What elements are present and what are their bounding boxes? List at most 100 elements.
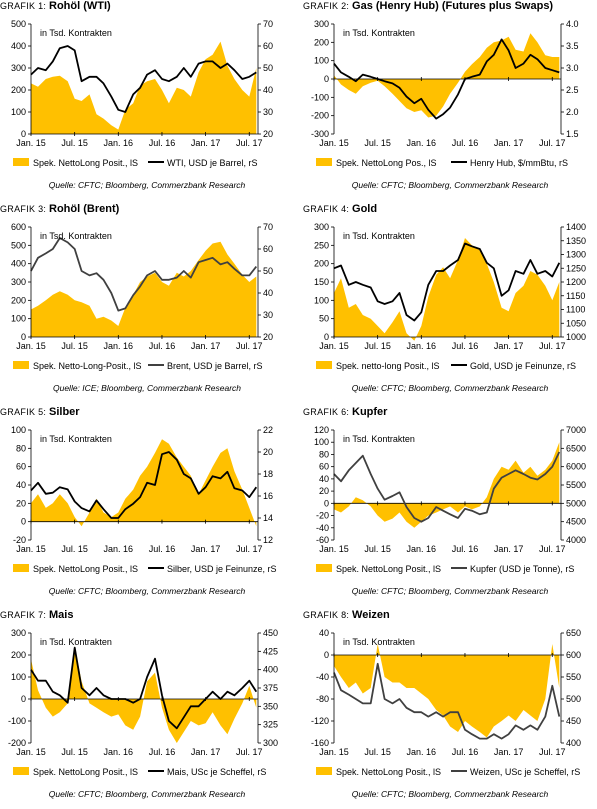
legend-area-swatch: [316, 361, 332, 369]
chart-source: Quelle: CFTC; Bloomberg, Commerzbank Res…: [351, 180, 549, 190]
left-tick-label: -100: [311, 92, 329, 102]
right-tick-label: 1400: [566, 222, 586, 232]
left-tick-label: 0: [21, 332, 26, 342]
left-tick-label: 250: [314, 240, 329, 250]
chart-title-name: Gas (Henry Hub) (Futures plus Swaps): [352, 0, 554, 12]
x-tick-label: Jan. 15: [319, 747, 349, 757]
chart-source: Quelle: CFTC; Bloomberg, Commerzbank Res…: [48, 586, 246, 596]
legend-area-label: Spek. NettoLong Posit., lS: [33, 767, 138, 777]
left-tick-label: 100: [11, 314, 26, 324]
legend-area-swatch: [13, 361, 29, 369]
chart-source: Quelle: CFTC; Bloomberg, Commerzbank Res…: [48, 789, 246, 799]
left-tick-label: 500: [11, 19, 26, 29]
x-tick-label: Jul. 15: [61, 341, 88, 351]
left-tick-label: 60: [319, 462, 329, 472]
left-tick-label: 0: [21, 129, 26, 139]
left-tick-label: -20: [316, 511, 329, 521]
left-tick-label: 300: [314, 222, 329, 232]
left-tick-label: 40: [16, 480, 26, 490]
series-area: [334, 33, 560, 118]
series-line: [30, 45, 257, 113]
left-tick-label: -120: [311, 716, 329, 726]
x-tick-label: Jan. 17: [191, 544, 221, 554]
x-tick-label: Jan. 16: [407, 341, 437, 351]
x-tick-label: Jul. 17: [539, 138, 566, 148]
chart-title: GRAFIK 1: Rohöl (WTI): [0, 0, 111, 12]
chart-title-prefix: GRAFIK 6:: [303, 407, 353, 417]
chart-title: GRAFIK 5: Silber: [0, 406, 80, 418]
chart-title-name: Kupfer: [352, 406, 388, 418]
x-tick-label: Jul. 17: [236, 747, 263, 757]
chart-title-prefix: GRAFIK 1:: [0, 1, 50, 11]
chart-note: in Tsd. Kontrakten: [343, 28, 415, 38]
x-tick-label: Jul. 16: [452, 544, 479, 554]
chart-panel-5: GRAFIK 5: Silber -20 0 20 40 60 80 100 12 14 16 18 2…: [0, 406, 294, 606]
left-tick-label: -60: [316, 535, 329, 545]
legend-area-swatch: [13, 767, 29, 775]
left-tick-label: 200: [11, 295, 26, 305]
legend-line-label: WTI, USD je Barrel, rS: [167, 158, 258, 168]
legend-line-label: Weizen, USc je Scheffel, rS: [470, 767, 580, 777]
right-tick-label: 6500: [566, 443, 586, 453]
left-tick-label: 40: [319, 628, 329, 638]
x-tick-label: Jan. 16: [104, 138, 134, 148]
right-tick-label: 2.5: [566, 85, 579, 95]
right-tick-label: 70: [263, 222, 273, 232]
x-tick-label: Jul. 15: [364, 544, 391, 554]
left-tick-label: 20: [16, 498, 26, 508]
legend-area-swatch: [316, 158, 332, 166]
x-tick-label: Jul. 15: [364, 747, 391, 757]
x-tick-label: Jul. 16: [452, 747, 479, 757]
right-tick-label: 30: [263, 310, 273, 320]
x-tick-label: Jul. 17: [236, 341, 263, 351]
chart-title-prefix: GRAFIK 4:: [303, 204, 353, 214]
right-tick-label: 18: [263, 469, 273, 479]
chart-panel-4: GRAFIK 4: Gold 0 50 100 150 200 250 300 1000 1050…: [303, 203, 597, 403]
x-tick-label: Jan. 15: [16, 544, 46, 554]
right-tick-label: 14: [263, 513, 273, 523]
right-tick-label: 450: [566, 716, 581, 726]
right-tick-label: 1300: [566, 250, 586, 260]
right-tick-label: 4000: [566, 535, 586, 545]
right-tick-label: 1050: [566, 318, 586, 328]
chart-panel-3: GRAFIK 3: Rohöl (Brent) 0 100 200 300 400 500 6…: [0, 203, 294, 403]
right-tick-label: 50: [263, 63, 273, 73]
right-tick-label: 650: [566, 628, 581, 638]
series-line: [333, 662, 561, 740]
legend-area-swatch: [316, 767, 332, 775]
right-tick-label: 450: [263, 628, 278, 638]
chart-title-name: Gold: [352, 203, 378, 215]
x-tick-label: Jul. 16: [452, 138, 479, 148]
series-area: [334, 442, 560, 528]
left-tick-label: 0: [21, 517, 26, 527]
x-tick-label: Jan. 15: [319, 544, 349, 554]
right-tick-label: 550: [566, 672, 581, 682]
legend-area-label: Spek. Netto-Long-Posit., lS: [33, 361, 142, 371]
right-tick-label: 5000: [566, 498, 586, 508]
legend-area-label: Spek. NettoLong Posit., lS: [33, 564, 138, 574]
x-tick-label: Jan. 17: [191, 341, 221, 351]
chart-title: GRAFIK 3: Rohöl (Brent): [0, 203, 119, 215]
series-area: [334, 644, 560, 738]
x-tick-label: Jul. 16: [149, 544, 176, 554]
left-tick-label: 100: [314, 56, 329, 66]
chart-panel-7: GRAFIK 7: Mais -200 -100 0 100 200 300 300 325 35…: [0, 609, 294, 809]
left-tick-label: 300: [11, 628, 26, 638]
right-tick-label: 60: [263, 41, 273, 51]
left-tick-label: -20: [13, 535, 26, 545]
chart-title-name: Weizen: [352, 609, 390, 621]
chart-note: in Tsd. Kontrakten: [40, 637, 112, 647]
x-tick-label: Jan. 16: [407, 138, 437, 148]
chart-title: GRAFIK 2: Gas (Henry Hub) (Futures plus …: [303, 0, 553, 12]
left-tick-label: 100: [11, 672, 26, 682]
x-tick-label: Jul. 15: [364, 341, 391, 351]
x-tick-label: Jan. 16: [104, 341, 134, 351]
x-tick-label: Jan. 16: [407, 747, 437, 757]
right-tick-label: 375: [263, 683, 278, 693]
x-tick-label: Jul. 15: [364, 138, 391, 148]
legend-area-swatch: [13, 564, 29, 572]
left-tick-label: -40: [316, 523, 329, 533]
left-tick-label: 300: [11, 277, 26, 287]
chart-source: Quelle: CFTC; Bloomberg, Commerzbank Res…: [351, 586, 549, 596]
x-tick-label: Jan. 15: [16, 341, 46, 351]
